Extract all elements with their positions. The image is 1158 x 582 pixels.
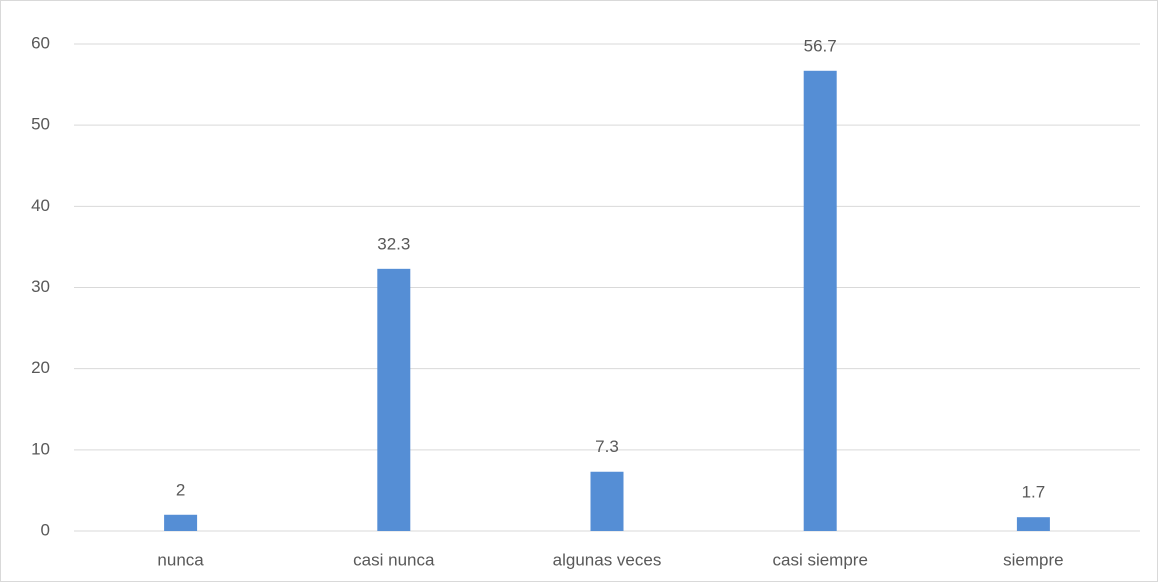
x-tick-label: casi siempre <box>772 550 867 569</box>
data-label: 1.7 <box>1022 483 1046 502</box>
data-label: 7.3 <box>595 437 619 456</box>
data-label: 2 <box>176 480 185 499</box>
x-tick-label: nunca <box>157 550 204 569</box>
bar <box>164 514 198 531</box>
y-tick-label: 10 <box>31 439 50 458</box>
data-label: 56.7 <box>804 36 837 55</box>
bar <box>803 70 837 531</box>
data-label: 32.3 <box>377 234 410 253</box>
y-tick-label: 40 <box>31 196 50 215</box>
x-tick-label: siempre <box>1003 550 1063 569</box>
x-tick-label: casi nunca <box>353 550 435 569</box>
bar <box>590 471 624 531</box>
y-tick-label: 20 <box>31 358 50 377</box>
bar <box>1016 517 1050 531</box>
bar <box>377 268 411 531</box>
x-tick-label: algunas veces <box>553 550 662 569</box>
y-tick-label: 60 <box>31 33 50 52</box>
y-tick-label: 50 <box>31 115 50 134</box>
y-tick-label: 30 <box>31 277 50 296</box>
y-tick-label: 0 <box>41 520 50 539</box>
